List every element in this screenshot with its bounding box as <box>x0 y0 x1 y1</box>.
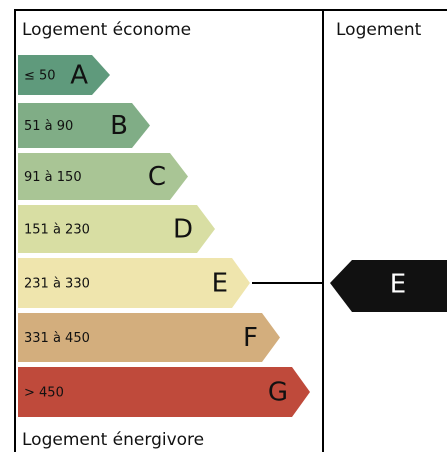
class-range: 51 à 90 <box>24 119 73 134</box>
class-bar <box>18 205 215 253</box>
class-bar <box>18 258 250 308</box>
class-range: 231 à 330 <box>24 277 90 292</box>
class-range: > 450 <box>24 386 64 401</box>
class-bar <box>18 367 310 417</box>
class-range: 151 à 230 <box>24 223 90 238</box>
class-bar <box>18 103 150 148</box>
class-bar <box>18 153 188 200</box>
frame <box>14 9 447 452</box>
current-marker <box>330 260 447 312</box>
class-letter: D <box>173 215 193 245</box>
class-letter: A <box>70 61 88 91</box>
class-letter: B <box>110 111 128 141</box>
bottom-label: Logement énergivore <box>22 430 204 450</box>
class-letter: F <box>243 323 258 353</box>
class-range: 91 à 150 <box>24 170 82 185</box>
class-bar <box>18 55 110 95</box>
top-label: Logement économe <box>22 20 191 40</box>
class-bar <box>18 313 280 362</box>
current-class: E <box>390 270 406 300</box>
class-range: ≤ 50 <box>24 69 56 84</box>
class-letter: G <box>268 378 288 408</box>
right-header: Logement <box>336 20 422 40</box>
class-letter: E <box>212 269 228 299</box>
class-range: 331 à 450 <box>24 331 90 346</box>
class-letter: C <box>148 162 166 192</box>
